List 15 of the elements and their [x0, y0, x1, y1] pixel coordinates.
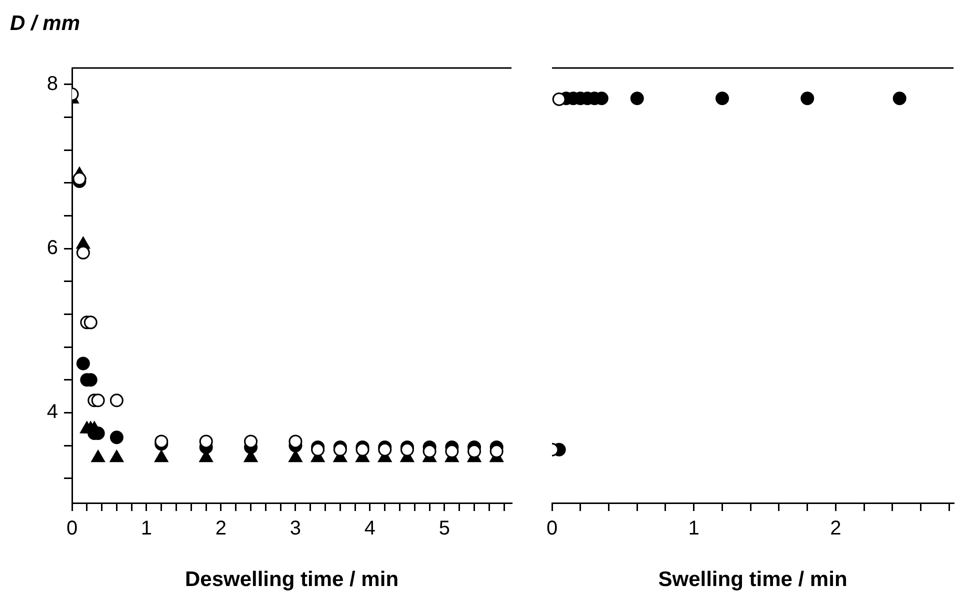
- x-tick-label: 2: [215, 518, 227, 540]
- x-tick-label: 0: [66, 518, 78, 540]
- x-tick-label: 3: [290, 518, 302, 540]
- x-tick-label: 1: [688, 518, 700, 540]
- y-tick-label: 8: [46, 72, 58, 95]
- y-tick-label: 6: [46, 237, 58, 260]
- x-tick-label: 2: [830, 518, 842, 540]
- x-tick-label: 1: [140, 518, 152, 540]
- x-axis-title: Deswelling time / min: [184, 568, 399, 592]
- y-tick-label: 4: [46, 401, 58, 424]
- x-tick-label: 5: [438, 518, 450, 540]
- y-axis-title: D / mm: [10, 12, 80, 36]
- x-axis-title: Swelling time / min: [658, 568, 848, 592]
- x-tick-label: 4: [364, 518, 376, 540]
- x-tick-label: 0: [546, 518, 558, 540]
